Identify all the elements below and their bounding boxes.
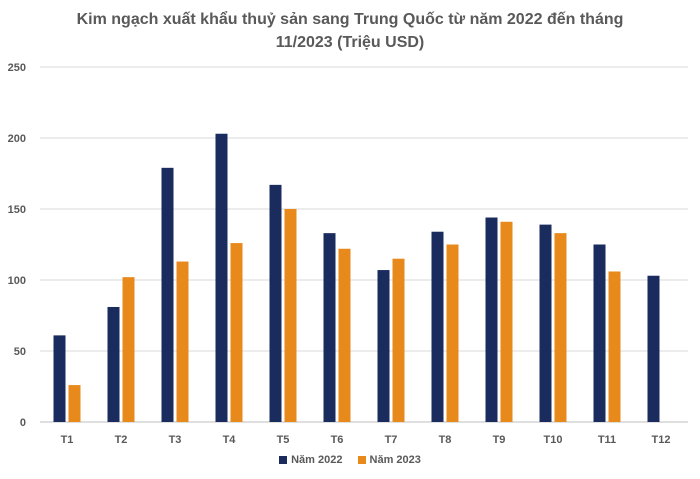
y-tick-label: 0 [20, 417, 26, 429]
chart-title: Kim ngạch xuất khẩu thuỷ sản sang Trung … [0, 8, 700, 54]
bar-2023-t7 [392, 258, 405, 422]
legend-swatch-2022 [279, 456, 288, 464]
bar-2023-t6 [338, 248, 351, 422]
bar-2022-t8 [431, 231, 444, 422]
bar-2022-t12 [647, 275, 660, 422]
x-tick-label: T9 [493, 434, 506, 446]
x-tick-label: T5 [277, 434, 290, 446]
bar-2022-t5 [269, 184, 282, 422]
bar-2023-t9 [500, 221, 513, 422]
y-tick-label: 200 [8, 133, 26, 145]
bar-2022-t6 [323, 233, 336, 422]
x-tick-label: T11 [598, 434, 616, 446]
bar-2022-t7 [377, 270, 390, 422]
legend-label-2022: Năm 2022 [291, 454, 343, 466]
bar-2023-t10 [554, 233, 567, 422]
bar-2023-t3 [176, 261, 189, 422]
x-tick-label: T2 [115, 434, 128, 446]
bar-2023-t4 [230, 243, 243, 422]
legend: Năm 2022 Năm 2023 [0, 454, 700, 467]
bar-2022-t3 [161, 167, 174, 422]
legend-item-2023: Năm 2023 [357, 454, 421, 466]
bar-2023-t1 [68, 385, 81, 422]
y-tick-label: 250 [8, 62, 26, 74]
bar-2023-t2 [122, 277, 135, 422]
bar-2023-t5 [284, 209, 297, 422]
legend-swatch-2023 [357, 456, 366, 464]
bar-2023-t8 [446, 244, 459, 422]
bar-2022-t1 [53, 335, 66, 422]
bar-2022-t11 [593, 244, 606, 422]
x-tick-label: T10 [544, 434, 563, 446]
x-tick-label: T6 [331, 434, 344, 446]
y-tick-label: 100 [8, 275, 26, 287]
bar-2022-t9 [485, 217, 498, 422]
bar-2023-t11 [608, 271, 621, 422]
chart-title-line-2: 11/2023 (Triệu USD) [275, 34, 425, 51]
bar-2022-t4 [215, 133, 228, 423]
x-tick-label: T3 [169, 434, 182, 446]
y-tick-label: 150 [8, 204, 26, 216]
x-tick-label: T7 [385, 434, 398, 446]
bar-2022-t10 [539, 224, 552, 422]
x-tick-label: T1 [61, 434, 74, 446]
x-tick-label: T8 [439, 434, 452, 446]
legend-label-2023: Năm 2023 [369, 454, 421, 466]
x-tick-label: T4 [223, 434, 237, 446]
chart-title-line-1: Kim ngạch xuất khẩu thuỷ sản sang Trung … [76, 11, 624, 28]
bar-2022-t2 [107, 306, 120, 422]
x-tick-label: T12 [652, 434, 671, 446]
y-tick-label: 50 [14, 346, 26, 358]
legend-item-2022: Năm 2022 [279, 454, 342, 466]
